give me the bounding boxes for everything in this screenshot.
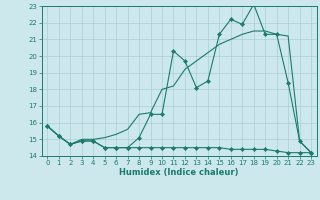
X-axis label: Humidex (Indice chaleur): Humidex (Indice chaleur): [119, 168, 239, 177]
